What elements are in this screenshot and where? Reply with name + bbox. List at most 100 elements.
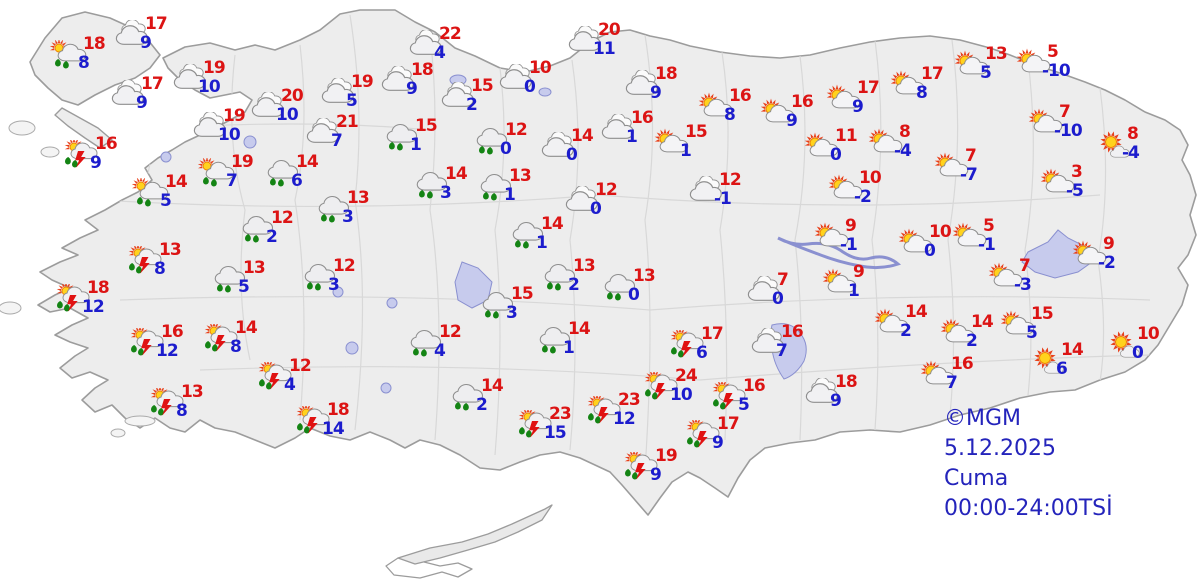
high-temp: 7 bbox=[777, 270, 789, 290]
weather-station: 23 12 bbox=[585, 390, 661, 450]
high-temp: 10 bbox=[929, 222, 952, 242]
low-temp: 0 bbox=[1132, 343, 1144, 363]
weather-station: 12 0 bbox=[472, 120, 548, 180]
rain-icon bbox=[472, 126, 512, 158]
high-temp: 15 bbox=[471, 76, 494, 96]
cloudy-icon bbox=[248, 91, 288, 124]
high-temp: 12 bbox=[333, 256, 356, 276]
partly-sunny-icon bbox=[820, 268, 860, 300]
weather-station: 15 5 bbox=[998, 304, 1074, 364]
low-temp: -4 bbox=[1122, 143, 1140, 163]
weather-station: 17 9 bbox=[684, 414, 760, 474]
weather-station: 14 2 bbox=[448, 376, 524, 436]
low-temp: 1 bbox=[848, 281, 860, 301]
rain-icon bbox=[382, 122, 422, 154]
low-temp: 0 bbox=[924, 241, 936, 261]
weather-station: 12 4 bbox=[256, 356, 332, 416]
high-temp: 9 bbox=[1103, 234, 1115, 254]
weather-station: 14 1 bbox=[508, 214, 584, 274]
partly-sunny-icon bbox=[802, 132, 842, 164]
weather-station: 16 5 bbox=[710, 376, 786, 436]
weather-station: 13 2 bbox=[540, 256, 616, 316]
weather-station: 19 7 bbox=[197, 152, 274, 212]
map-footer: ©MGM 5.12.2025 Cuma 00:00-24:00TSİ bbox=[944, 404, 1113, 524]
weather-station: 12 3 bbox=[300, 256, 376, 316]
weather-station: 13 8 bbox=[148, 382, 224, 442]
cloudy-icon bbox=[112, 19, 152, 52]
thunderstorm-icon bbox=[256, 359, 296, 394]
weather-station: 7 -3 bbox=[986, 256, 1062, 316]
partly-sunny-icon bbox=[824, 84, 864, 116]
cloudy-icon bbox=[496, 63, 536, 96]
partly-sunny-icon bbox=[758, 98, 798, 130]
high-temp: 18 bbox=[411, 60, 434, 80]
low-temp: 6 bbox=[696, 343, 708, 363]
high-temp: 17 bbox=[717, 414, 740, 434]
weather-station: 13 8 bbox=[126, 240, 202, 300]
cloudy-icon bbox=[406, 29, 446, 62]
high-temp: 13 bbox=[985, 44, 1008, 64]
high-temp: 23 bbox=[549, 404, 572, 424]
low-temp: 2 bbox=[568, 275, 580, 295]
high-temp: 19 bbox=[231, 152, 254, 172]
high-temp: 12 bbox=[719, 170, 742, 190]
low-temp: 9 bbox=[830, 391, 842, 411]
high-temp: 12 bbox=[271, 208, 294, 228]
low-temp: 9 bbox=[136, 93, 148, 113]
low-temp: -1 bbox=[714, 189, 732, 209]
high-temp: 18 bbox=[327, 400, 350, 420]
low-temp: -1 bbox=[840, 235, 858, 255]
high-temp: 13 bbox=[243, 258, 266, 278]
high-temp: 16 bbox=[743, 376, 766, 396]
lake-small bbox=[380, 382, 392, 394]
weather-station: 8 -4 bbox=[866, 122, 942, 182]
partly-sunny-icon bbox=[938, 318, 978, 350]
low-temp: 7 bbox=[226, 171, 238, 191]
weather-station: 16 7 bbox=[748, 322, 824, 382]
low-temp: 2 bbox=[900, 321, 912, 341]
high-temp: 20 bbox=[598, 20, 621, 40]
partly-sunny-icon bbox=[812, 222, 852, 254]
date-label: 5.12.2025 bbox=[944, 436, 1056, 461]
high-temp: 21 bbox=[336, 112, 359, 132]
high-temp: 13 bbox=[159, 240, 182, 260]
low-temp: 0 bbox=[830, 145, 842, 165]
rain-icon bbox=[478, 290, 518, 322]
high-temp: 15 bbox=[1031, 304, 1054, 324]
low-temp: 8 bbox=[916, 83, 928, 103]
day-label: Cuma bbox=[944, 466, 1009, 491]
partly-sunny-icon bbox=[1026, 108, 1066, 140]
weather-station: 17 9 bbox=[108, 74, 184, 134]
weather-station: 14 6 bbox=[1028, 340, 1104, 400]
cloudy-icon bbox=[303, 117, 343, 150]
weather-station: 14 6 bbox=[263, 152, 339, 212]
thunderstorm-icon bbox=[54, 281, 94, 316]
island bbox=[124, 415, 156, 427]
low-temp: 10 bbox=[198, 77, 221, 97]
high-temp: 23 bbox=[618, 390, 641, 410]
low-temp: 4 bbox=[284, 375, 296, 395]
weather-station: 14 2 bbox=[938, 312, 1014, 372]
high-temp: 20 bbox=[281, 86, 304, 106]
low-temp: 2 bbox=[266, 227, 278, 247]
weather-station: 18 9 bbox=[622, 64, 698, 124]
partly-sunny-icon bbox=[1038, 168, 1078, 200]
high-temp: 12 bbox=[289, 356, 312, 376]
thunderstorm-icon bbox=[516, 407, 556, 442]
partly-sunny-icon bbox=[952, 50, 992, 82]
partly-sunny-icon bbox=[866, 128, 906, 160]
high-temp: 10 bbox=[1137, 324, 1160, 344]
low-temp: 8 bbox=[154, 259, 166, 279]
cloudy-icon bbox=[598, 113, 638, 146]
low-temp: 5 bbox=[160, 191, 172, 211]
partly-sunny-icon bbox=[696, 92, 736, 124]
low-temp: 0 bbox=[500, 139, 512, 159]
low-temp: 8 bbox=[230, 337, 242, 357]
cloudy-icon bbox=[744, 275, 784, 308]
low-temp: 1 bbox=[536, 233, 548, 253]
low-temp: 15 bbox=[544, 423, 567, 443]
low-temp: 0 bbox=[628, 285, 640, 305]
weather-station: 15 1 bbox=[382, 116, 458, 176]
rain-icon bbox=[508, 220, 548, 252]
